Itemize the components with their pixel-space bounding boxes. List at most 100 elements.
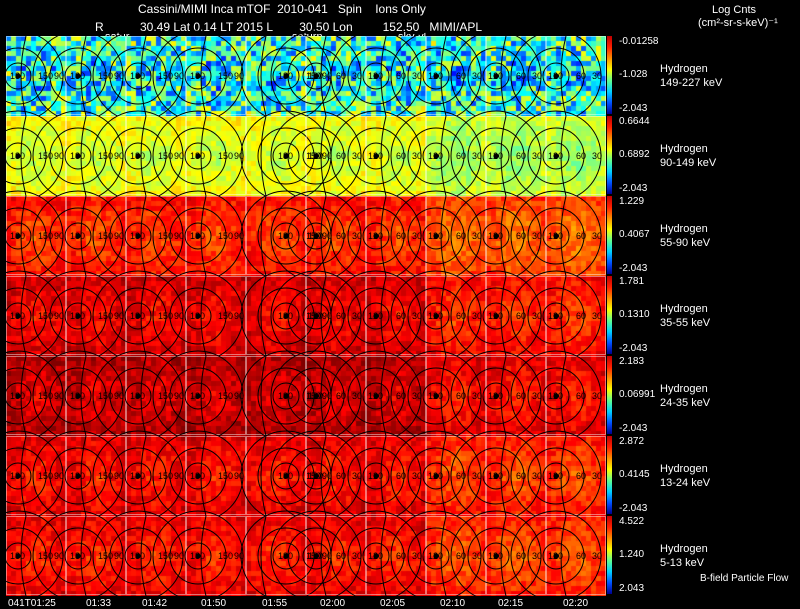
contour-label: 180	[130, 551, 145, 561]
frame-border	[546, 436, 606, 515]
contour-label: 60	[576, 151, 586, 161]
orbit-info: 30.49 Lat 0.14 LT 2015 L 30.50 Lon 152.5…	[140, 20, 482, 34]
contour-label: 90	[54, 151, 64, 161]
contour-label: 180	[10, 551, 25, 561]
contour-label: 60	[576, 471, 586, 481]
contour-ring	[467, 127, 525, 185]
field-marker	[493, 233, 499, 239]
contour-ring	[272, 222, 300, 250]
field-marker	[195, 313, 201, 319]
contour-label: 30	[592, 551, 602, 561]
contour-label: 150	[38, 551, 53, 561]
panel-overlay: 1801509018015090180150901801509018015090…	[0, 430, 606, 522]
field-marker	[313, 393, 319, 399]
field-marker	[15, 73, 21, 79]
field-marker	[75, 73, 81, 79]
contour-label: 150	[158, 471, 173, 481]
field-marker	[493, 393, 499, 399]
contour-label: 180	[278, 551, 293, 561]
contour-label: 30	[472, 231, 482, 241]
panel-overlay: 1801509018015090180150901801509018015090…	[0, 30, 606, 122]
contour-label: 30	[532, 311, 542, 321]
contour-label: 120	[488, 71, 503, 81]
contour-line	[500, 35, 507, 117]
contour-ring	[302, 462, 330, 490]
contour-label: 150	[38, 231, 53, 241]
contour-label: 60	[516, 71, 526, 81]
contour-ring	[287, 447, 345, 505]
contour-ring	[390, 510, 482, 602]
contour-ring	[287, 287, 345, 345]
field-marker	[433, 313, 439, 319]
field-marker	[433, 473, 439, 479]
contour-label: 30	[352, 391, 362, 401]
contour-ring	[64, 222, 92, 250]
contour-ring	[422, 302, 450, 330]
contour-ring	[4, 142, 32, 170]
contour-ring	[49, 287, 107, 345]
contour-line	[140, 515, 147, 597]
contour-label: 120	[428, 551, 443, 561]
panel-2: 1801509018015090180150901801509018015090…	[0, 110, 606, 202]
time-tick-label: 041T01:25	[8, 598, 56, 609]
contour-line	[140, 435, 147, 517]
species-label: Hydrogen	[660, 543, 708, 555]
contour-ring	[124, 142, 152, 170]
field-marker	[373, 73, 379, 79]
contour-label: 150	[218, 551, 233, 561]
frame-border	[486, 436, 546, 515]
contour-label: 30	[352, 151, 362, 161]
contour-ring	[362, 302, 390, 330]
energy-range-label: 55-90 keV	[660, 237, 711, 249]
colorbar-7	[607, 516, 612, 594]
field-marker	[283, 73, 289, 79]
field-marker	[135, 393, 141, 399]
contour-line	[440, 435, 447, 517]
contour-ring	[362, 462, 390, 490]
contour-label: 30	[532, 551, 542, 561]
units-title: Log Cnts	[712, 4, 757, 16]
frame-border	[426, 36, 486, 115]
contour-label: 120	[428, 231, 443, 241]
frame-border	[366, 196, 426, 275]
field-marker	[75, 233, 81, 239]
contour-ring	[64, 382, 92, 410]
contour-ring	[347, 527, 405, 585]
contour-label: 120	[308, 391, 323, 401]
field-marker	[313, 473, 319, 479]
colorbar-mid-value: -1.028	[619, 69, 648, 80]
contour-line	[200, 115, 207, 197]
contour-ring	[0, 47, 47, 105]
contour-label: 90	[234, 231, 244, 241]
contour-label: 120	[548, 311, 563, 321]
contour-label: 120	[428, 71, 443, 81]
contour-label: 60	[576, 311, 586, 321]
contour-ring	[109, 127, 167, 185]
contour-label: 90	[322, 471, 332, 481]
contour-label: 30	[472, 471, 482, 481]
panel-6: 1801509018015090180150901801509018015090…	[0, 430, 606, 522]
field-marker	[283, 393, 289, 399]
field-marker	[283, 313, 289, 319]
contour-ring	[270, 510, 362, 602]
contour-label: 180	[190, 71, 205, 81]
contour-label: 30	[472, 391, 482, 401]
contour-label: 120	[368, 231, 383, 241]
contour-label: 120	[428, 151, 443, 161]
contour-label: 120	[308, 551, 323, 561]
units-label: (cm²-sr-s-keV)⁻¹	[698, 17, 778, 29]
contour-label: 150	[98, 151, 113, 161]
contour-label: 90	[114, 71, 124, 81]
contour-label: 150	[38, 71, 53, 81]
contour-ring	[49, 527, 107, 585]
contour-label: 30	[472, 151, 482, 161]
contour-ring	[0, 510, 64, 602]
contour-label: 60	[576, 71, 586, 81]
contour-ring	[109, 207, 167, 265]
frame-border	[246, 436, 306, 515]
contour-ring	[347, 207, 405, 265]
contour-line	[320, 435, 327, 517]
field-marker	[553, 313, 559, 319]
contour-label: 180	[190, 231, 205, 241]
field-marker	[15, 233, 21, 239]
